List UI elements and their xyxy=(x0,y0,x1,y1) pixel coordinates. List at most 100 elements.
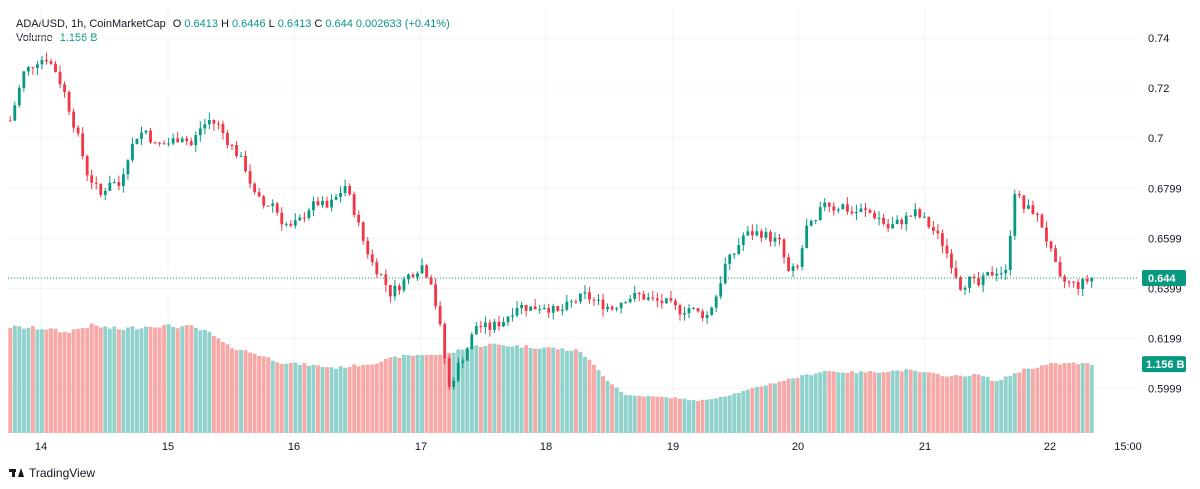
candle-body xyxy=(58,71,62,85)
x-tick-label: 21 xyxy=(919,441,931,453)
candle-body xyxy=(212,120,216,124)
volume-bar xyxy=(1062,363,1067,433)
candle-body xyxy=(72,111,76,128)
candle-body xyxy=(597,299,600,301)
candle-body xyxy=(963,287,967,290)
candle-body xyxy=(624,302,628,304)
candle-body xyxy=(719,283,723,297)
chart-legend: ADA/USD, 1h, CoinMarketCap O 0.6413 H 0.64… xyxy=(16,17,450,45)
candle-body xyxy=(185,138,189,142)
volume-bar xyxy=(1071,362,1076,433)
candle-body xyxy=(674,300,677,306)
candle-body xyxy=(990,272,994,276)
candle-body xyxy=(40,60,44,65)
x-tick-label: 15 xyxy=(162,441,174,453)
volume-bar xyxy=(180,326,185,433)
candle-body xyxy=(642,294,646,300)
price-badges: 0.644 1.156 B xyxy=(1142,270,1186,373)
symbol-title[interactable]: ADA/USD, 1h, CoinMarketCap xyxy=(16,18,166,30)
candle-body xyxy=(931,227,935,231)
candle-body xyxy=(45,60,48,62)
candle-body xyxy=(1072,281,1076,283)
candle-body xyxy=(497,321,501,327)
candle-body xyxy=(103,190,107,195)
volume-bar xyxy=(374,363,379,433)
candle-body xyxy=(515,308,519,316)
volume-bar xyxy=(840,372,845,433)
candle-body xyxy=(257,192,261,197)
candle-body xyxy=(54,63,57,72)
candle-body xyxy=(1026,205,1030,209)
candle-body xyxy=(348,186,352,195)
volume-bar xyxy=(849,371,854,433)
volume-bar xyxy=(659,396,664,433)
volume-bar xyxy=(406,355,411,433)
volume-bar xyxy=(144,326,148,433)
candle-body xyxy=(551,306,555,313)
volume-bar xyxy=(302,363,307,433)
volume-bar xyxy=(782,380,786,433)
candle-body xyxy=(569,301,573,303)
candle-body xyxy=(868,209,872,213)
volume-bar xyxy=(125,327,130,433)
volume-bar xyxy=(325,367,329,433)
volume-badge xyxy=(1142,356,1186,373)
volume-bar xyxy=(868,371,872,433)
candle-body xyxy=(443,324,447,359)
x-tick-label: 15:00 xyxy=(1114,441,1142,453)
volume-bar xyxy=(248,352,253,433)
candle-body xyxy=(529,306,533,311)
volume-bar xyxy=(103,326,108,433)
volume-bar xyxy=(207,331,212,433)
candle-body xyxy=(999,273,1003,275)
volume-bar xyxy=(687,400,691,433)
volume-bar xyxy=(723,396,728,433)
volume-bar xyxy=(1058,364,1063,433)
candle-body xyxy=(954,267,958,278)
volume-bar xyxy=(886,371,891,433)
candle-body xyxy=(76,127,80,134)
volume-bar xyxy=(963,376,967,433)
candle-body xyxy=(262,196,266,206)
candle-body xyxy=(977,278,981,286)
candle-body xyxy=(796,266,800,268)
candle-body xyxy=(357,214,361,223)
volume-bar xyxy=(433,354,438,433)
candle-body xyxy=(117,182,121,186)
volume-bar xyxy=(279,363,284,433)
tradingview-brand[interactable]: TradingView xyxy=(9,466,95,480)
candle-body xyxy=(560,309,564,311)
candle-body xyxy=(393,285,397,297)
candle-body xyxy=(17,87,21,106)
volume-bar xyxy=(578,351,583,433)
volume-bar xyxy=(822,370,827,433)
candle-body xyxy=(429,277,433,285)
candle-body xyxy=(660,300,664,304)
volume-bar xyxy=(139,328,144,433)
candle-body xyxy=(447,358,451,387)
candle-body xyxy=(81,133,85,157)
candle-body xyxy=(592,299,596,301)
candle-body xyxy=(361,222,365,241)
volume-bar xyxy=(474,345,479,433)
volume-bar xyxy=(442,356,447,433)
volume-bar xyxy=(225,344,230,433)
volume-bar xyxy=(650,396,655,433)
candle-body xyxy=(1063,276,1066,282)
candle-body xyxy=(293,220,297,226)
volume-bar xyxy=(220,341,225,433)
volume-bar xyxy=(913,370,918,433)
x-tick-label: 17 xyxy=(415,441,427,453)
candle-body xyxy=(909,215,913,217)
volume-bar xyxy=(533,348,538,433)
candle-body xyxy=(782,239,786,258)
volume-bar xyxy=(148,326,153,433)
candle-body xyxy=(1054,248,1057,262)
volume-bar xyxy=(614,387,619,433)
volume-bar xyxy=(252,353,257,433)
candle-body xyxy=(895,219,899,225)
volume-bar xyxy=(49,328,53,433)
candle-body xyxy=(995,273,999,276)
candle-body xyxy=(533,306,537,310)
